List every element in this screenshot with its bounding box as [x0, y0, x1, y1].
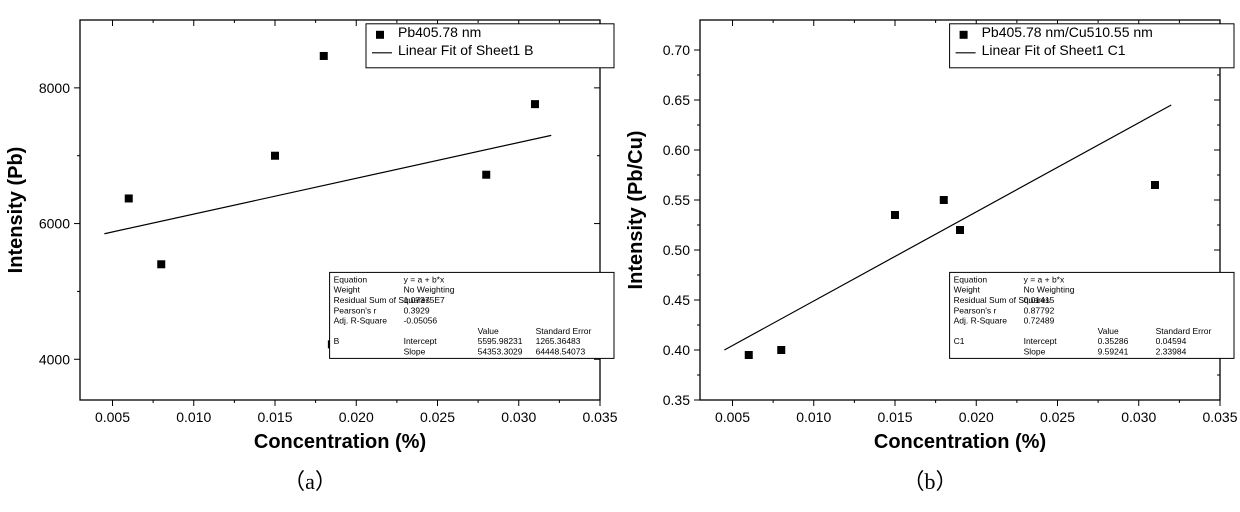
- ylabel: Intensity (Pb): [5, 147, 27, 274]
- panel-sublabel: （b）: [620, 464, 1240, 496]
- data-point: [482, 171, 490, 179]
- stat-cell: Weight: [334, 285, 361, 295]
- svg-text:0.025: 0.025: [1040, 409, 1075, 425]
- stat-cell: No Weighting: [1024, 285, 1075, 295]
- stat-cell: B: [334, 336, 340, 346]
- ylabel: Intensity (Pb/Cu): [625, 131, 647, 290]
- stat-cell: Adj. R-Square: [334, 316, 388, 326]
- stat-cell: Intercept: [404, 336, 438, 346]
- chart-svg: 0.005 0.010 0.015 0.020 0.025 0.030 0.035 4000 6…: [0, 0, 620, 460]
- svg-text:0.010: 0.010: [796, 409, 831, 425]
- stat-cell: Pearson's r: [954, 305, 997, 315]
- stat-cell: Adj. R-Square: [954, 316, 1008, 326]
- legend-label: Linear Fit of Sheet1 B: [398, 42, 533, 58]
- stat-cell: -0.05056: [404, 316, 438, 326]
- stat-cell: 2.33984: [1156, 347, 1187, 357]
- xlabel: Concentration (%): [254, 431, 426, 453]
- stat-cell: Slope: [404, 347, 426, 357]
- svg-text:0.60: 0.60: [663, 142, 690, 158]
- svg-text:0.015: 0.015: [877, 409, 912, 425]
- stat-cell: 0.72489: [1024, 316, 1055, 326]
- svg-text:0.020: 0.020: [339, 409, 374, 425]
- stat-cell: Intercept: [1024, 336, 1058, 346]
- data-point: [940, 196, 948, 204]
- svg-text:0.020: 0.020: [959, 409, 994, 425]
- svg-text:6000: 6000: [39, 216, 70, 232]
- svg-text:0.030: 0.030: [1121, 409, 1156, 425]
- stat-cell: y = a + b*x: [404, 274, 445, 284]
- data-point: [891, 211, 899, 219]
- stat-cell: Standard Error: [1156, 326, 1212, 336]
- svg-text:8000: 8000: [39, 80, 70, 96]
- stat-cell: Equation: [334, 274, 368, 284]
- svg-text:0.030: 0.030: [501, 409, 536, 425]
- stat-cell: 1265.36483: [536, 336, 581, 346]
- stat-cell: Value: [1098, 326, 1119, 336]
- data-point: [745, 351, 753, 359]
- stat-cell: Value: [478, 326, 499, 336]
- data-point: [125, 194, 133, 202]
- svg-text:0.015: 0.015: [257, 409, 292, 425]
- svg-text:0.010: 0.010: [176, 409, 211, 425]
- data-point: [157, 260, 165, 268]
- stat-cell: 54353.3029: [478, 347, 523, 357]
- svg-text:0.005: 0.005: [715, 409, 750, 425]
- data-point: [777, 346, 785, 354]
- svg-text:0.55: 0.55: [663, 192, 690, 208]
- svg-text:0.45: 0.45: [663, 292, 690, 308]
- stat-cell: y = a + b*x: [1024, 274, 1065, 284]
- panel-sublabel: （a）: [0, 464, 620, 496]
- data-point: [531, 100, 539, 108]
- data-point: [271, 152, 279, 160]
- svg-text:0.40: 0.40: [663, 342, 690, 358]
- data-point: [320, 52, 328, 60]
- stat-cell: Equation: [954, 274, 988, 284]
- legend-label: Linear Fit of Sheet1 C1: [982, 42, 1126, 58]
- svg-text:0.035: 0.035: [582, 409, 617, 425]
- stat-cell: 0.35286: [1098, 336, 1129, 346]
- stat-cell: 64448.54073: [536, 347, 586, 357]
- stat-cell: No Weighting: [404, 285, 455, 295]
- stat-cell: Weight: [954, 285, 981, 295]
- legend-label: Pb405.78 nm: [398, 24, 481, 40]
- stat-cell: 0.01415: [1024, 295, 1055, 305]
- legend-label: Pb405.78 nm/Cu510.55 nm: [982, 24, 1153, 40]
- chart-svg: 0.005 0.010 0.015 0.020 0.025 0.030 0.035 0.35 0…: [620, 0, 1240, 460]
- chart-panel-b: 0.005 0.010 0.015 0.020 0.025 0.030 0.035 0.35 0…: [620, 0, 1240, 460]
- svg-text:0.035: 0.035: [1202, 409, 1237, 425]
- stat-cell: Pearson's r: [334, 305, 377, 315]
- svg-text:0.025: 0.025: [420, 409, 455, 425]
- stat-cell: 0.04594: [1156, 336, 1187, 346]
- svg-text:0.005: 0.005: [95, 409, 130, 425]
- stat-cell: 9.59241: [1098, 347, 1129, 357]
- svg-text:0.70: 0.70: [663, 42, 690, 58]
- svg-text:0.50: 0.50: [663, 242, 690, 258]
- data-point: [1151, 181, 1159, 189]
- svg-text:0.35: 0.35: [663, 392, 690, 408]
- stat-cell: 0.3929: [404, 305, 430, 315]
- chart-panel-a: 0.005 0.010 0.015 0.020 0.025 0.030 0.035 4000 6…: [0, 0, 620, 460]
- stat-cell: 5595.98231: [478, 336, 523, 346]
- svg-text:0.65: 0.65: [663, 92, 690, 108]
- stat-cell: 0.87792: [1024, 305, 1055, 315]
- stat-cell: Standard Error: [536, 326, 592, 336]
- stat-cell: 1.07375E7: [404, 295, 445, 305]
- stat-cell: Slope: [1024, 347, 1046, 357]
- data-point: [956, 226, 964, 234]
- xlabel: Concentration (%): [874, 431, 1046, 453]
- svg-text:4000: 4000: [39, 351, 70, 367]
- stat-cell: C1: [954, 336, 965, 346]
